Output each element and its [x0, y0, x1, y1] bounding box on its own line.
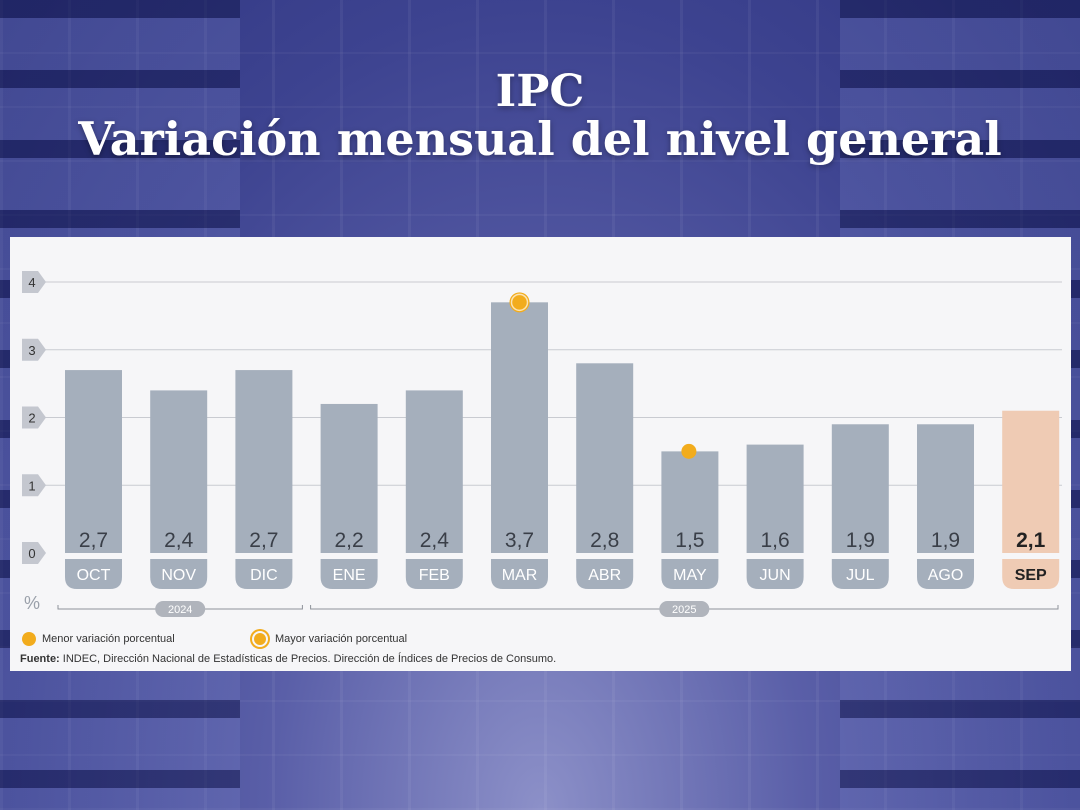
bar — [150, 390, 208, 553]
category-pill — [235, 559, 293, 589]
y-tick-label: 0 — [28, 546, 35, 561]
category-label: JUL — [846, 567, 875, 584]
max-marker-inner — [513, 296, 526, 309]
bar — [661, 451, 719, 553]
bar — [491, 302, 548, 553]
title-line-1: IPC — [495, 66, 585, 117]
bar-value-label: 2,2 — [334, 529, 363, 552]
bar — [1002, 410, 1060, 553]
category-label: ENE — [333, 567, 366, 584]
bar-value-label: 1,6 — [760, 529, 789, 552]
y-tick-label: 2 — [28, 411, 35, 426]
legend-min: Menor variación porcentual — [22, 630, 175, 648]
category-pill — [1002, 559, 1060, 589]
source-note: Fuente: INDEC, Dirección Nacional de Est… — [20, 653, 556, 665]
category-pill — [150, 559, 208, 589]
category-pill — [405, 559, 463, 589]
bar — [746, 444, 804, 553]
category-label: DIC — [250, 567, 278, 584]
bar-value-label: 1,5 — [675, 529, 704, 552]
legend-min-label: Menor variación porcentual — [42, 633, 175, 645]
legend-max-label: Mayor variación porcentual — [275, 633, 408, 645]
bar-chart: 0 1 2 3 4% 2,7 OCT 2,4 NOV 2,7 DIC 2,2 ENE 2,4 FEB 3,7 M… — [22, 271, 1062, 617]
bar — [405, 390, 463, 553]
category-label: NOV — [161, 567, 196, 584]
min-marker-icon — [22, 632, 36, 646]
title-line-2: Variación mensual del nivel general — [78, 112, 1002, 166]
bar-value-label: 2,4 — [164, 529, 194, 552]
year-badge — [155, 601, 206, 617]
category-pill — [65, 559, 122, 589]
bar-value-label: 1,9 — [931, 529, 960, 552]
category-pill — [576, 559, 634, 589]
legend-max: Mayor variación porcentual — [250, 630, 407, 648]
category-pill — [661, 559, 719, 589]
bar-value-label: 2,4 — [420, 529, 450, 552]
chart-panel: 0 1 2 3 4% 2,7 OCT 2,4 NOV 2,7 DIC 2,2 ENE 2,4 FEB 3,7 M… — [10, 237, 1071, 671]
bar-value-label: 1,9 — [846, 529, 875, 552]
category-label: AGO — [928, 567, 964, 584]
y-tick-label: 4 — [28, 275, 35, 290]
max-marker-ring — [510, 293, 529, 312]
source-text: INDEC, Dirección Nacional de Estadística… — [62, 653, 557, 665]
year-label: 2024 — [168, 604, 192, 616]
min-marker — [681, 443, 697, 459]
category-pill — [491, 559, 548, 589]
category-pill — [917, 559, 974, 589]
year-label: 2025 — [672, 604, 696, 616]
bar-value-label: 3,7 — [505, 529, 534, 552]
category-label: ABR — [588, 567, 621, 584]
y-tick-badge — [22, 542, 46, 564]
y-tick-label: 1 — [28, 478, 35, 493]
category-pill — [746, 559, 804, 589]
y-tick-badge — [22, 406, 46, 429]
year-badge — [659, 601, 710, 617]
category-label: JUN — [760, 567, 791, 584]
bar-value-label: 2,1 — [1016, 529, 1046, 552]
bar — [917, 424, 974, 553]
y-axis-label: % — [24, 593, 40, 613]
category-pill — [320, 559, 378, 589]
category-label: SEP — [1015, 567, 1047, 584]
bar — [65, 370, 122, 553]
bar-value-label: 2,8 — [590, 529, 619, 552]
bar — [320, 403, 378, 553]
y-tick-label: 3 — [28, 343, 35, 358]
bar-value-label: 2,7 — [79, 529, 108, 552]
y-tick-badge — [22, 474, 46, 497]
bar — [576, 363, 634, 553]
category-label: FEB — [419, 567, 450, 584]
source-label: Fuente: — [20, 653, 60, 665]
bar — [235, 370, 293, 553]
category-label: MAY — [673, 567, 707, 584]
category-label: MAR — [502, 567, 538, 584]
category-label: OCT — [77, 567, 111, 584]
bar-value-label: 2,7 — [249, 529, 278, 552]
y-tick-badge — [22, 338, 46, 361]
bar — [831, 424, 889, 553]
category-pill — [831, 559, 889, 589]
y-tick-badge — [22, 271, 46, 293]
max-marker-icon — [252, 631, 268, 647]
